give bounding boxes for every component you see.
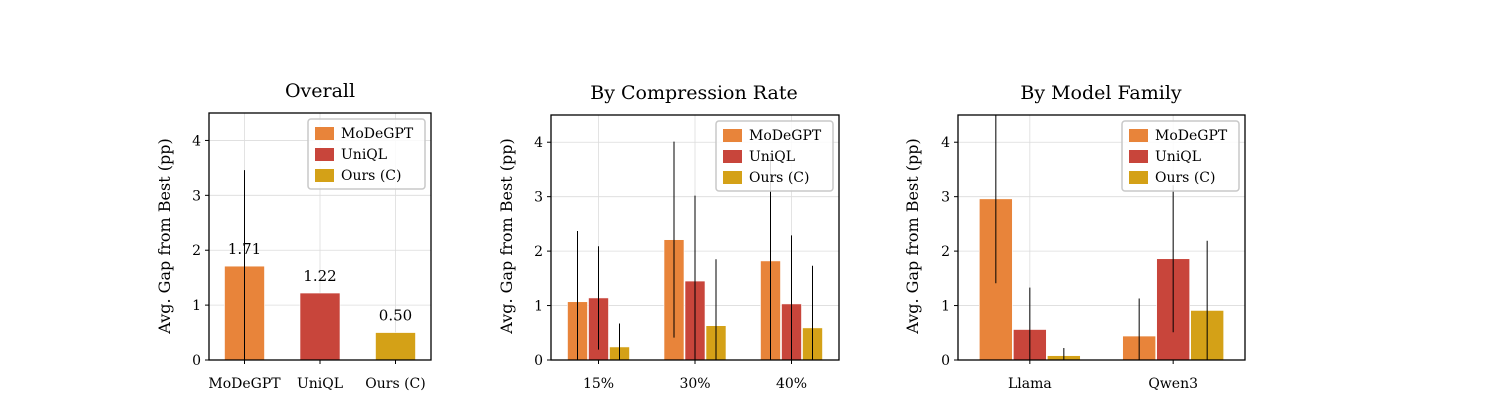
y-tick-label: 4 <box>192 133 201 149</box>
panel-title: By Model Family <box>1020 82 1182 104</box>
legend-box <box>1121 120 1240 192</box>
data-label: 0.50 <box>379 307 412 325</box>
y-tick-label: 0 <box>192 353 201 369</box>
legend-box <box>715 120 834 192</box>
bar[interactable] <box>299 292 341 360</box>
y-tick-label: 3 <box>941 190 950 206</box>
legend-swatch <box>315 148 334 161</box>
legend-label: Ours (C) <box>1155 170 1215 186</box>
legend-swatch <box>723 150 742 163</box>
panel-overall: Overall Avg. Gap from Best (pp) 1.71 1.22… <box>155 80 432 392</box>
x-tick-label: UniQL <box>297 376 343 392</box>
y-tick-label: 1 <box>534 299 543 315</box>
legend-label: UniQL <box>749 149 795 165</box>
data-label: 1.71 <box>228 240 261 258</box>
legend: MoDeGPT UniQL Ours (C) <box>307 118 426 190</box>
data-label: 1.22 <box>303 267 336 285</box>
legend-label: Ours (C) <box>749 170 809 186</box>
y-tick-label: 3 <box>534 190 543 206</box>
legend-swatch <box>315 127 334 140</box>
legend-label: MoDeGPT <box>749 128 822 144</box>
legend-swatch <box>1129 129 1148 142</box>
bar[interactable] <box>375 332 416 360</box>
y-axis-label: Avg. Gap from Best (pp) <box>155 138 174 334</box>
x-tick-label: 15% <box>583 376 614 392</box>
legend-box <box>307 118 426 190</box>
panel-by-compression-rate: By Compression Rate Avg. Gap from Best (… <box>497 82 840 392</box>
legend: MoDeGPT UniQL Ours (C) <box>1121 120 1240 192</box>
y-tick-label: 0 <box>941 353 950 369</box>
legend-label: Ours (C) <box>341 168 401 184</box>
y-tick-label: 4 <box>941 135 950 151</box>
y-tick-label: 2 <box>941 244 950 260</box>
y-tick-label: 2 <box>192 243 201 259</box>
panel-title: By Compression Rate <box>590 82 797 104</box>
legend-label: MoDeGPT <box>341 126 414 142</box>
x-tick-label: Llama <box>1008 376 1052 392</box>
legend: MoDeGPT UniQL Ours (C) <box>715 120 834 192</box>
panel-by-model-family: By Model Family Avg. Gap from Best (pp) … <box>903 82 1246 392</box>
y-axis-label: Avg. Gap from Best (pp) <box>903 138 922 334</box>
legend-swatch <box>723 171 742 184</box>
x-tick-label: 30% <box>679 376 710 392</box>
plot-area <box>224 170 416 360</box>
y-tick-label: 1 <box>192 298 201 314</box>
legend-label: UniQL <box>341 147 387 163</box>
legend-label: MoDeGPT <box>1155 128 1228 144</box>
y-axis-label: Avg. Gap from Best (pp) <box>497 138 516 334</box>
plot-area <box>979 115 1224 360</box>
legend-swatch <box>315 169 334 182</box>
axes-frame <box>957 114 1246 361</box>
x-tick-label: Qwen3 <box>1148 376 1198 392</box>
y-tick-label: 1 <box>941 299 950 315</box>
legend-swatch <box>1129 171 1148 184</box>
legend-swatch <box>1129 150 1148 163</box>
x-tick-label: MoDeGPT <box>208 376 281 392</box>
legend-label: UniQL <box>1155 149 1201 165</box>
y-tick-label: 4 <box>534 135 543 151</box>
x-tick-label: 40% <box>776 376 807 392</box>
legend-swatch <box>723 129 742 142</box>
x-tick-label: Ours (C) <box>365 376 425 392</box>
y-tick-label: 0 <box>534 353 543 369</box>
panel-title: Overall <box>285 80 355 102</box>
y-tick-label: 2 <box>534 244 543 260</box>
y-tick-label: 3 <box>192 188 201 204</box>
